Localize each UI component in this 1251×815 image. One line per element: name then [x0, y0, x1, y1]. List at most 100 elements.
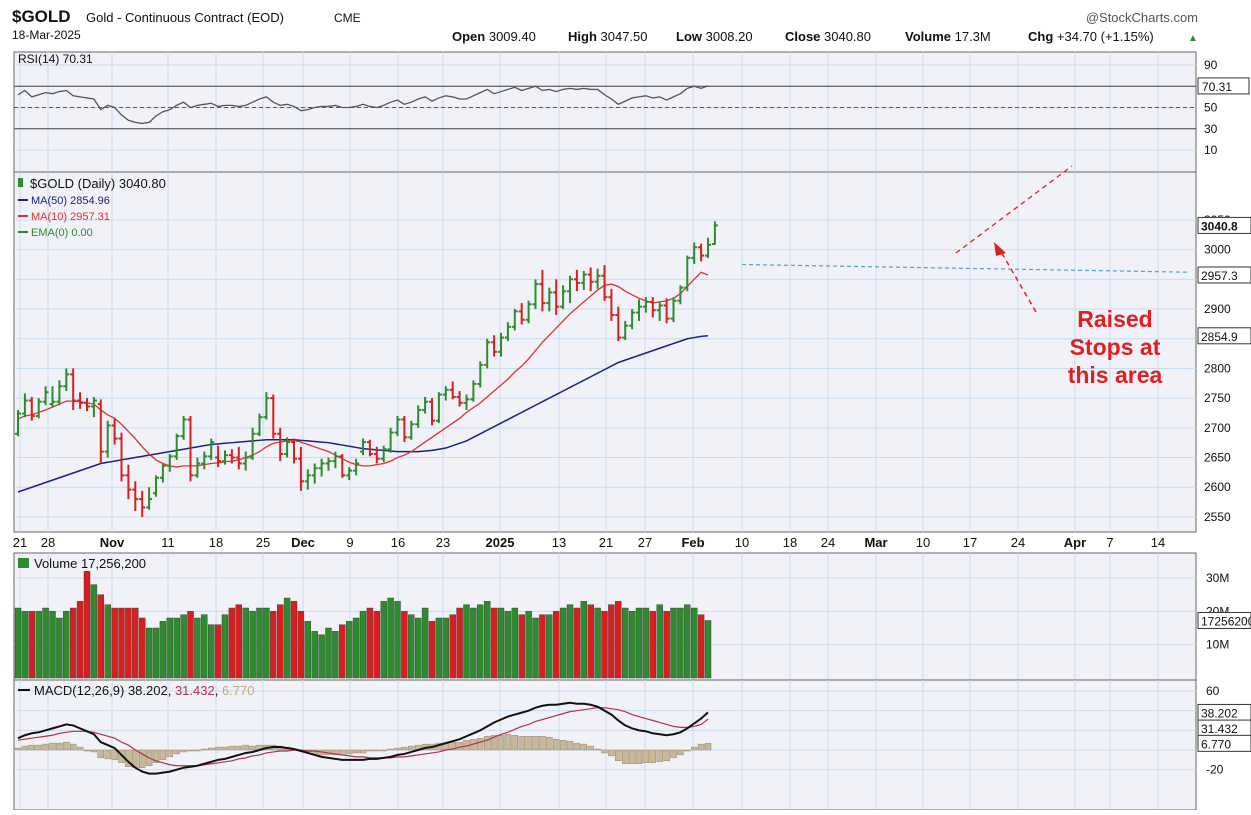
macd-hist-bar	[587, 745, 594, 751]
macd-hist-bar	[332, 749, 339, 756]
volume-bar	[83, 571, 91, 679]
price-bar	[194, 457, 201, 478]
volume-bar	[594, 607, 601, 679]
price-bar	[49, 386, 56, 408]
price-bar	[21, 393, 28, 418]
price-tick-label: 2900	[1204, 302, 1231, 316]
macd-hist-bar	[194, 749, 201, 752]
macd-hist-bar	[408, 745, 415, 751]
price-tag: 2957.3	[1201, 269, 1238, 283]
x-axis-label: 10	[916, 535, 930, 550]
annotation-arrow-line	[999, 249, 1037, 313]
ohlc-item-chg: Chg +34.70 (+1.15%)	[1028, 29, 1154, 44]
volume-bar	[263, 607, 270, 679]
volume-bar	[159, 621, 167, 679]
macd-hist-bar	[152, 749, 160, 763]
volume-bar	[373, 611, 380, 679]
price-bar	[77, 392, 84, 409]
volume-bar	[663, 611, 670, 679]
price-bar	[28, 396, 35, 421]
macd-hist-bar	[663, 749, 670, 762]
volume-bar	[525, 611, 532, 679]
macd-hist-bar	[214, 746, 222, 751]
volume-bar	[622, 607, 629, 679]
price-bar	[366, 439, 373, 457]
price-bar	[553, 279, 560, 315]
volume-bar	[125, 607, 132, 679]
price-tick-label: 2550	[1204, 510, 1231, 524]
price-bar	[56, 380, 63, 406]
volume-bar	[228, 607, 236, 679]
macd-hist-bar	[166, 749, 174, 758]
price-bar	[573, 269, 580, 292]
price-bar	[242, 451, 249, 471]
macd-hist-bar	[684, 749, 691, 752]
price-bar	[484, 338, 491, 369]
volume-bar	[152, 627, 160, 679]
macd-hist-bar	[346, 749, 353, 755]
macd-hist-bar	[104, 749, 111, 760]
legend-item: MA(10) 2957.31	[31, 211, 110, 223]
volume-bar	[346, 621, 353, 679]
volume-bar	[180, 614, 187, 679]
price-bar	[546, 287, 553, 312]
price-bar	[642, 297, 649, 313]
price-bar	[270, 394, 277, 439]
trend-projection-line	[955, 165, 1073, 254]
price-tag-box	[1197, 266, 1251, 284]
volume-bar	[421, 607, 429, 679]
price-bar	[256, 413, 263, 437]
volume-current-tag-box	[1197, 611, 1251, 629]
macd-hist-bar	[28, 744, 35, 751]
volume-bar	[76, 601, 84, 679]
price-bar	[297, 446, 304, 491]
x-axis-label: 7	[1106, 535, 1113, 550]
macd-hist-bar	[138, 749, 146, 768]
macd-hist-bar	[484, 736, 491, 751]
macd-hist-bar	[35, 744, 42, 751]
volume-bar	[470, 607, 477, 679]
rsi-tick-label: 90	[1204, 58, 1218, 72]
x-axis-label: 13	[552, 535, 566, 550]
price-bar	[698, 243, 705, 262]
macd-panel-frame	[13, 679, 1197, 811]
macd-hist-bar	[456, 741, 463, 751]
price-tick-label: 3000	[1204, 243, 1231, 257]
macd-signal-line	[17, 707, 709, 767]
macd-hist-bar	[497, 735, 505, 751]
volume-bar	[684, 604, 691, 679]
resistance-line	[741, 263, 1191, 273]
x-axis-label: 23	[436, 535, 450, 550]
price-panel-label: $GOLD (Daily) 3040.80	[30, 176, 166, 191]
macd-hist-bar	[649, 749, 656, 763]
price-bar	[601, 265, 608, 301]
price-bar	[649, 297, 656, 318]
price-bar	[215, 445, 222, 468]
volume-bar	[194, 617, 201, 679]
price-bar	[84, 398, 90, 412]
price-bar	[90, 396, 97, 418]
macd-hist-bar	[511, 735, 518, 751]
volume-bar	[97, 594, 105, 679]
volume-bar	[628, 611, 636, 679]
macd-hist-bar	[111, 749, 118, 761]
volume-bar	[456, 607, 463, 679]
price-bar	[332, 451, 339, 469]
volume-bar	[290, 601, 298, 679]
annotation-line: Raised	[1077, 306, 1152, 332]
chart-date: 18-Mar-2025	[12, 28, 81, 42]
volume-bar	[187, 611, 194, 679]
volume-current-tag: 17256200	[1201, 614, 1251, 628]
x-axis-label: Apr	[1064, 535, 1086, 550]
volume-tick-label: 10M	[1206, 638, 1229, 652]
volume-bar	[387, 597, 394, 679]
macd-hist-bar	[63, 741, 70, 751]
volume-bar	[90, 584, 98, 679]
rsi-label: RSI(14) 70.31	[18, 52, 93, 66]
price-bar	[180, 415, 187, 440]
volume-bar	[173, 617, 180, 679]
x-axis-label: 16	[391, 535, 405, 550]
price-bar	[387, 427, 394, 453]
price-bar	[208, 438, 215, 460]
volume-bar	[428, 621, 436, 679]
